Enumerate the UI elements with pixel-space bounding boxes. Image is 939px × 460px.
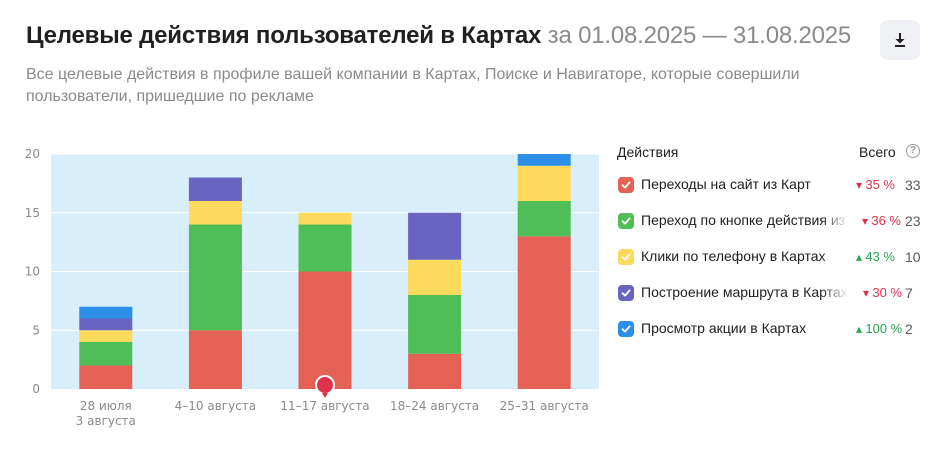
legend-item[interactable]: Построение маршрута в Картах ▾ 30 % 7 [617,272,925,308]
legend-item-change-value: 100 % [865,321,903,336]
bar-segment [79,342,133,366]
legend-item-change-value: 30 % [872,285,902,300]
bar-segment [517,154,571,166]
legend-item-label: Построение маршрута в Картах [641,284,849,300]
bar-segment [298,271,352,389]
bar-segment [79,306,133,319]
legend-item[interactable]: Переход по кнопке действия из Карт ▾ 36 %… [617,200,925,236]
legend-item-label: Клики по телефону в Картах [641,248,849,264]
checkmark-icon [621,253,631,261]
title-text: Целевые действия пользователей в Картах [26,22,542,49]
legend-item-change: ▴ 43 % [856,249,895,264]
download-button[interactable] [880,20,920,60]
bar-segment [408,212,462,260]
map-pin-icon [315,375,335,398]
legend-total-header: Всего [859,144,896,160]
legend-item[interactable]: Переходы на сайт из Карт ▾ 35 % 33 [617,164,925,200]
legend-item-total: 23 [905,213,921,229]
legend-checkbox[interactable] [618,321,634,337]
arrow-down-icon: ▾ [863,286,873,300]
legend-item-total: 33 [905,177,921,193]
legend-item-total: 10 [905,249,921,265]
bar-segment [79,365,133,389]
bar-segment [408,353,462,389]
arrow-up-icon: ▴ [856,322,866,336]
help-circle-icon[interactable]: ? [906,144,920,158]
checkmark-icon [621,217,631,225]
bar-segment [298,212,352,225]
bar-segment [408,259,462,295]
x-tick-label: 28 июля [80,399,132,413]
legend-item-change: ▾ 36 % [862,213,901,228]
bar-segment [517,165,571,201]
y-tick-label: 20 [25,147,40,161]
arrow-down-icon: ▾ [856,178,866,192]
legend-item-total: 7 [905,285,913,301]
stacked-bar-chart: 0 5 10 15 20 28 июля 3 августа 4–10 августа 11–1… [0,140,610,440]
legend-checkbox[interactable] [618,177,634,193]
x-tick-label: 3 августа [76,414,136,428]
y-tick-label: 5 [32,323,40,337]
y-tick-label: 15 [25,206,40,220]
arrow-up-icon: ▴ [856,250,866,264]
legend-item[interactable]: Просмотр акции в Картах ▴ 100 % 2 [617,308,925,344]
legend-item-total: 2 [905,321,913,337]
legend-checkbox[interactable] [618,285,634,301]
page-subtitle: Все целевые действия в профиле вашей ком… [26,66,800,105]
legend-actions-header: Действия [617,144,679,160]
bar-segment [79,330,133,342]
x-tick-label: 11–17 августа [280,399,369,413]
bar-segment [79,318,133,331]
checkmark-icon [621,289,631,297]
legend: Действия Всего ? Переходы на сайт из Кар… [617,142,925,344]
legend-checkbox[interactable] [618,213,634,229]
download-icon [895,33,905,47]
page-title: Целевые действия пользователей в Картах … [26,22,851,50]
legend-item-change: ▾ 30 % [863,285,902,300]
x-tick-label: 18–24 августа [390,399,479,413]
y-tick-label: 10 [25,265,40,279]
legend-item-label: Переход по кнопке действия из Карт [641,212,849,228]
bar-segment [188,224,242,331]
legend-item-change-value: 35 % [865,177,895,192]
legend-item-change-value: 36 % [871,213,901,228]
legend-rows: Переходы на сайт из Карт ▾ 35 % 33 Переход … [617,164,925,344]
legend-item-label: Переходы на сайт из Карт [641,176,849,192]
legend-item-label: Просмотр акции в Картах [641,320,849,336]
x-tick-label: 25–31 августа [500,399,589,413]
legend-header: Действия Всего ? [617,142,925,164]
bar-segment [408,295,462,354]
legend-item-change: ▾ 35 % [856,177,895,192]
bar-segment [188,330,242,389]
legend-checkbox[interactable] [618,249,634,265]
title-period: за 01.08.2025 — 31.08.2025 [547,22,852,49]
x-tick-label: 4–10 августа [175,399,257,413]
legend-item[interactable]: Клики по телефону в Картах ▴ 43 % 10 [617,236,925,272]
arrow-down-icon: ▾ [862,214,872,228]
legend-item-change-value: 43 % [865,249,895,264]
bar-segment [517,236,571,389]
bar-segment [298,224,352,272]
y-tick-label: 0 [32,382,40,396]
bar-segment [188,177,242,201]
bar-segment [188,201,242,225]
checkmark-icon [621,325,631,333]
checkmark-icon [621,181,631,189]
bar-segment [517,201,571,237]
legend-item-change: ▴ 100 % [856,321,902,336]
